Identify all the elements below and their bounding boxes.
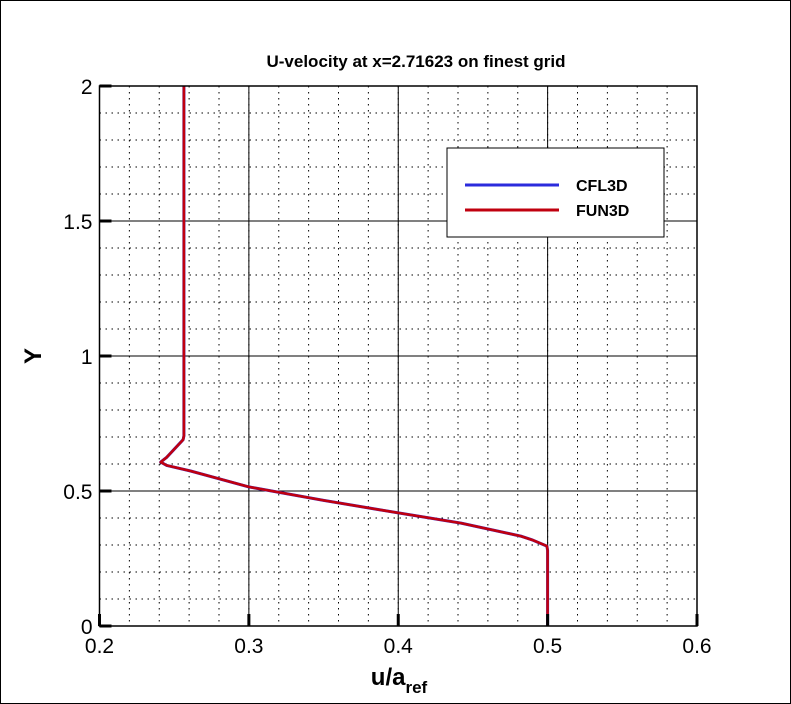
x-tick-label: 0.4: [384, 635, 414, 658]
x-tick-label: 0.2: [85, 635, 114, 658]
x-axis-label-main: u/a: [371, 664, 406, 691]
x-tick-label: 0.3: [234, 635, 263, 658]
series-group: [159, 86, 550, 626]
y-axis-label: Y: [20, 348, 47, 364]
x-tick-label: 0.6: [682, 635, 711, 658]
chart-title: U-velocity at x=2.71623 on finest grid: [266, 52, 565, 71]
y-tick-label: 1: [81, 346, 93, 369]
x-axis-label: u/aref: [371, 664, 428, 697]
y-tick-label: 2: [81, 76, 93, 99]
series-line-fun3d: [159, 86, 549, 626]
x-tick-label: 0.5: [533, 635, 562, 658]
x-axis-label-subscript: ref: [405, 678, 427, 697]
legend-box: [446, 147, 665, 238]
ticks: 0.2 0.3 0.4 0.5 0.6 0 0.5 1 1.5 2: [63, 76, 711, 658]
y-tick-label: 1.5: [63, 211, 92, 234]
legend-label-cfl3d: CFL3D: [576, 178, 628, 195]
grid: [99, 85, 698, 627]
legend-label-fun3d: FUN3D: [576, 203, 629, 220]
legend: CFL3D FUN3D: [446, 147, 665, 238]
y-tick-label: 0.5: [63, 481, 92, 504]
y-tick-label: 0: [81, 616, 93, 639]
